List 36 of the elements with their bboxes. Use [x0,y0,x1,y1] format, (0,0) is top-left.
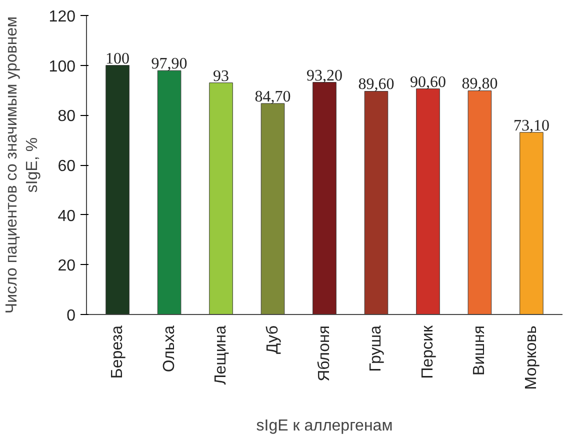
data-label: 89,60 [358,76,394,94]
x-tick-label: Персик [419,324,436,379]
bar [106,65,130,314]
data-label: 89,80 [462,76,498,93]
x-axis-title: sIgE к аллергенам [256,418,393,435]
y-tick-label: 120 [48,8,76,26]
bar [260,103,285,314]
bar [312,82,336,314]
y-tick-label: 40 [58,208,76,225]
data-label: 93,20 [306,67,342,84]
bar [157,70,182,314]
bar [520,132,544,314]
data-label: 90,60 [410,74,446,91]
y-tick-label: 0 [66,308,76,324]
bar [364,90,388,314]
y-tick-label: 20 [58,258,76,275]
x-tick-label: Яблоня [316,325,333,382]
x-tick-label: Груша [368,325,385,372]
x-tick-label: Ольха [160,325,178,372]
bar [468,90,492,314]
x-tick-label: Вишня [471,325,488,376]
x-tick-label: Береза [109,325,126,379]
data-label: 93 [213,68,230,85]
data-label: 100 [106,50,130,68]
x-tick-label: Лещина [212,325,230,385]
y-tick-label: 60 [58,158,76,175]
data-label: 73,10 [513,117,550,134]
data-label: 97,90 [151,56,188,73]
y-axis-title: Число пациентов со значимым уровнем sIgE, % [3,16,41,314]
bar [209,82,233,314]
y-tick-label: 80 [58,108,76,126]
bar [416,88,440,314]
y-tick-label: 100 [48,58,76,76]
x-tick-label: Морковь [522,326,540,390]
data-label: 84,70 [254,88,291,106]
x-tick-label: Дуб [264,326,282,354]
